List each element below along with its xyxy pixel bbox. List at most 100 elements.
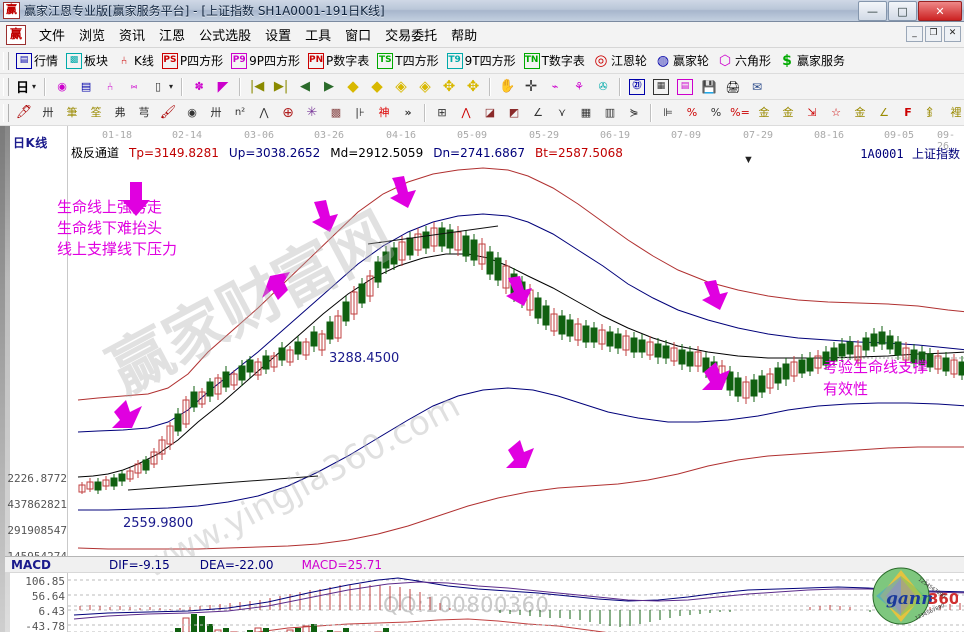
tb2-crosshair-cycle[interactable]: ◉: [50, 77, 74, 97]
tb3-angle[interactable]: ⋀: [252, 103, 276, 123]
tb3-circle[interactable]: ◉: [180, 103, 204, 123]
menu-formula[interactable]: 公式选股: [199, 29, 252, 44]
menu-file[interactable]: 文件: [39, 29, 66, 44]
tb2-measure[interactable]: ⌁: [543, 77, 567, 97]
tb3b-grid-d2[interactable]: ▥: [598, 103, 622, 123]
tb3b-layout[interactable]: ⊞: [430, 103, 454, 123]
tb3-bar-tool[interactable]: |⊦: [348, 103, 372, 123]
tb1-t-square[interactable]: TS T四方形: [373, 50, 442, 71]
tb2-zoom-in[interactable]: ◈: [389, 77, 413, 97]
menu-tools[interactable]: 工具: [305, 29, 332, 44]
tb3b-shade2[interactable]: ◩: [502, 103, 526, 123]
toolbar-grip-3[interactable]: [3, 103, 9, 122]
tb2-crosshair[interactable]: ✛: [519, 77, 543, 97]
tb2-shrink-v[interactable]: ✥: [461, 77, 485, 97]
maximize-button[interactable]: □: [888, 1, 917, 21]
tb2-flag[interactable]: ◤: [211, 77, 235, 97]
tb3c-ruler[interactable]: ⊫: [656, 103, 680, 123]
tb3c-gold-c[interactable]: 金: [752, 103, 776, 123]
tb2-prev[interactable]: ◀: [293, 77, 317, 97]
tb2-split3[interactable]: ⑃: [98, 77, 122, 97]
tb2-first[interactable]: |◀: [245, 77, 269, 97]
tb2-cycle-tool[interactable]: ✇: [591, 77, 615, 97]
mdi-restore-button[interactable]: ❐: [925, 26, 942, 42]
tb3-gann-gold2[interactable]: 筌: [84, 103, 108, 123]
volume-chart-canvas[interactable]: [68, 598, 964, 632]
menu-help[interactable]: 帮助: [451, 29, 478, 44]
tb1-9p-square[interactable]: P9 9P四方形: [227, 50, 304, 71]
price-chart-canvas[interactable]: [68, 160, 964, 560]
tb1-p-number-table[interactable]: PN P数字表: [304, 50, 373, 71]
tb2-print[interactable]: 🖨: [721, 77, 745, 97]
tb3b-shade[interactable]: ◪: [478, 103, 502, 123]
tb3-gann-fan[interactable]: 卅: [36, 103, 60, 123]
tb3c-pct-retr[interactable]: %: [680, 103, 704, 123]
tb3-grid-lines[interactable]: 卅: [204, 103, 228, 123]
tb2-note[interactable]: ▤: [673, 77, 697, 97]
tb1-hexagon[interactable]: ⬡ 六角形: [713, 50, 775, 71]
tb2-zoom-right[interactable]: ◆: [365, 77, 389, 97]
tb1-sector[interactable]: ▩ 板块: [62, 50, 112, 71]
tb3c-gold-ang[interactable]: 釒: [920, 103, 944, 123]
tb2-zoom-out[interactable]: ◈: [413, 77, 437, 97]
close-button[interactable]: ✕: [918, 1, 962, 21]
menu-news[interactable]: 资讯: [119, 29, 146, 44]
menu-gann[interactable]: 江恩: [159, 29, 186, 44]
macd-chart-canvas[interactable]: [68, 573, 964, 632]
tb2-export[interactable]: ✉: [745, 77, 769, 97]
tb3-fib-fan[interactable]: 弗: [108, 103, 132, 123]
tb3-pen[interactable]: 🖊: [12, 103, 36, 123]
collapse-marker-icon[interactable]: ▼: [743, 154, 754, 166]
tb3c-gold-ratio[interactable]: 金: [848, 103, 872, 123]
tb2-overlay[interactable]: ✽: [187, 77, 211, 97]
tb2-data-table[interactable]: ▦: [649, 77, 673, 97]
tb3c-gold-sec[interactable]: 金: [776, 103, 800, 123]
minimize-button[interactable]: —: [858, 1, 887, 21]
tb3c-slope2[interactable]: ∠: [872, 103, 896, 123]
tb1-t-number-table[interactable]: TN T数字表: [520, 50, 589, 71]
tb2-single-pane[interactable]: ▯ ▾: [146, 77, 177, 97]
tb2-split9[interactable]: ⑅: [122, 77, 146, 97]
mdi-minimize-button[interactable]: _: [906, 26, 923, 42]
toolbar-grip-2[interactable]: [3, 77, 9, 96]
mdi-close-button[interactable]: ✕: [944, 26, 961, 42]
tb3b-slope[interactable]: ⋟: [622, 103, 646, 123]
tb3c-pct-lv[interactable]: %=: [728, 103, 752, 123]
tb3c-pct[interactable]: %: [704, 103, 728, 123]
tb3-sq-number[interactable]: n²: [228, 103, 252, 123]
tb2-expand-v[interactable]: ✥: [437, 77, 461, 97]
tb2-zoom-left[interactable]: ◆: [341, 77, 365, 97]
tb2-report[interactable]: ▤: [74, 77, 98, 97]
tb3b-fan-red[interactable]: ⋀: [454, 103, 478, 123]
tb3-starburst[interactable]: ✳: [300, 103, 324, 123]
tb2-next[interactable]: ▶: [317, 77, 341, 97]
tb2-last[interactable]: ▶|: [269, 77, 293, 97]
tb3-gann-gold[interactable]: 筆: [60, 103, 84, 123]
toolbar-grip[interactable]: [3, 51, 9, 70]
tb2-draw-tools[interactable]: ⚘: [567, 77, 591, 97]
tb1-winner-service[interactable]: $ 赢家服务: [775, 50, 849, 71]
tb3b-grid-d[interactable]: ▦: [574, 103, 598, 123]
tb3-brush[interactable]: 🖌: [156, 103, 180, 123]
tb1-9t-square[interactable]: T9 9T四方形: [443, 50, 520, 71]
tb2-calendar[interactable]: ㉑: [625, 77, 649, 97]
tb1-winner-wheel[interactable]: ◍ 赢家轮: [651, 50, 713, 71]
tb1-kline[interactable]: ⑃ K线: [112, 50, 158, 71]
tb3-more[interactable]: »: [396, 103, 420, 123]
tb2-hand[interactable]: ✋: [495, 77, 519, 97]
tb1-gann-wheel[interactable]: ◎ 江恩轮: [589, 50, 651, 71]
tb3c-pen-red[interactable]: ⇲: [800, 103, 824, 123]
tb3-target[interactable]: ⊕: [276, 103, 300, 123]
tb2-save[interactable]: 💾: [697, 77, 721, 97]
menu-settings[interactable]: 设置: [265, 29, 292, 44]
tb3b-angle-ln[interactable]: ∠: [526, 103, 550, 123]
tb3-matrix[interactable]: ▩: [324, 103, 348, 123]
tb3c-fib[interactable]: F: [896, 103, 920, 123]
menu-window[interactable]: 窗口: [345, 29, 372, 44]
tb1-p-square[interactable]: PS P四方形: [158, 50, 227, 71]
tb1-quotes[interactable]: ▤ 行情: [12, 50, 62, 71]
period-selector[interactable]: 日 ▾: [12, 75, 40, 98]
tb3b-vee[interactable]: ⋎: [550, 103, 574, 123]
tb3c-star-lv[interactable]: ☆: [824, 103, 848, 123]
menu-trade-order[interactable]: 交易委托: [385, 29, 438, 44]
